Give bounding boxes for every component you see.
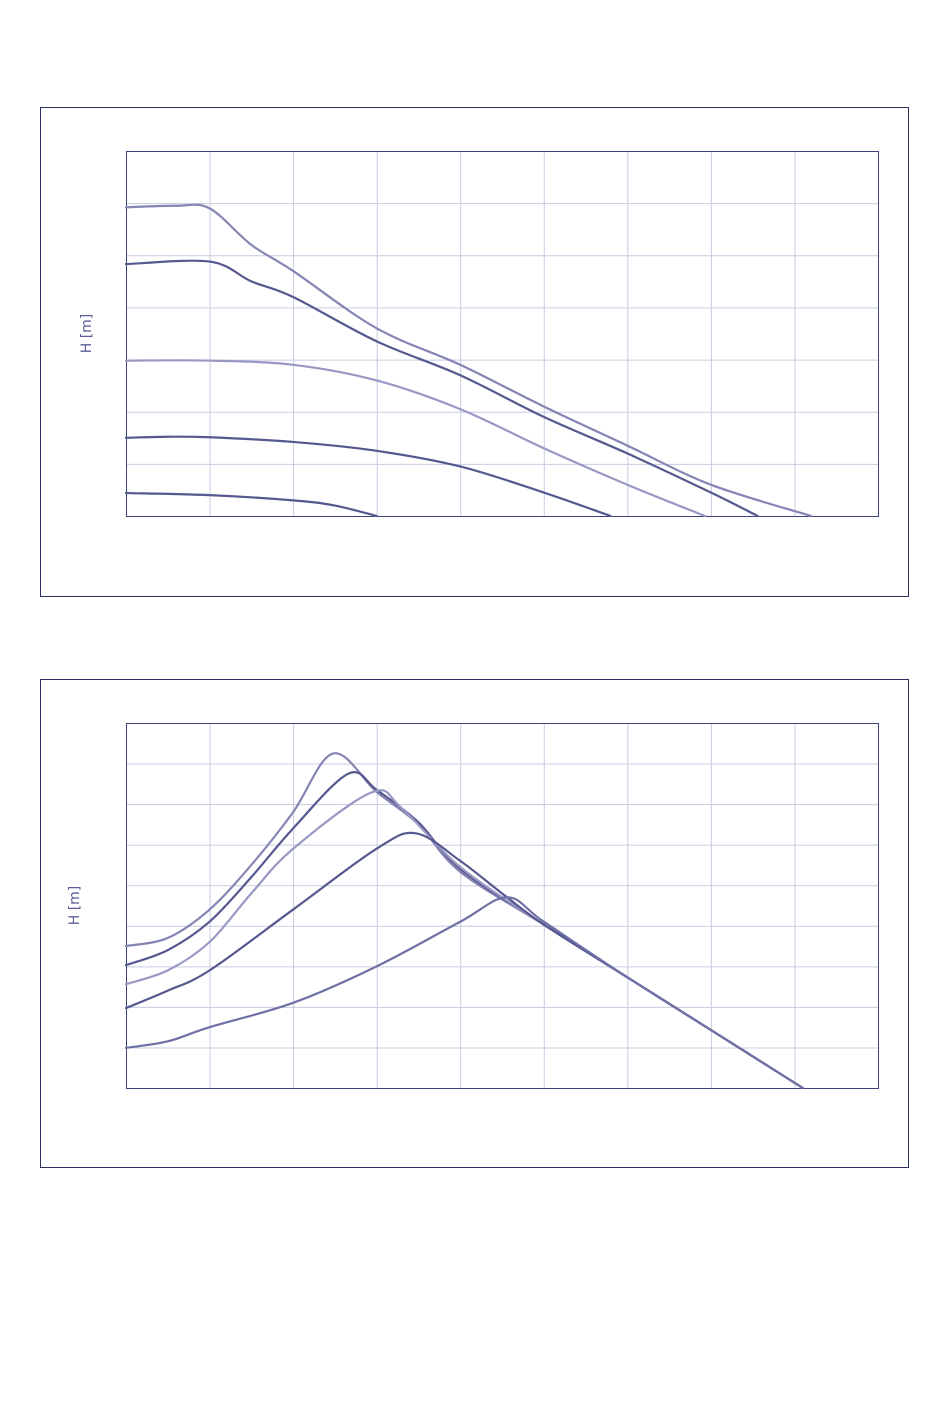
curve — [124, 896, 804, 1090]
plot-area — [126, 151, 879, 517]
curve — [124, 203, 813, 518]
curve — [124, 789, 804, 1090]
curve — [124, 435, 612, 518]
y-axis-label: H [m] — [79, 314, 95, 354]
chart-frame — [40, 679, 909, 1168]
y-axis-label: H [m] — [67, 886, 83, 926]
plot-area — [126, 723, 879, 1089]
curve — [124, 359, 707, 518]
curve — [124, 491, 378, 518]
curve — [124, 771, 804, 1090]
curve — [124, 259, 759, 518]
chart-frame — [40, 107, 909, 597]
